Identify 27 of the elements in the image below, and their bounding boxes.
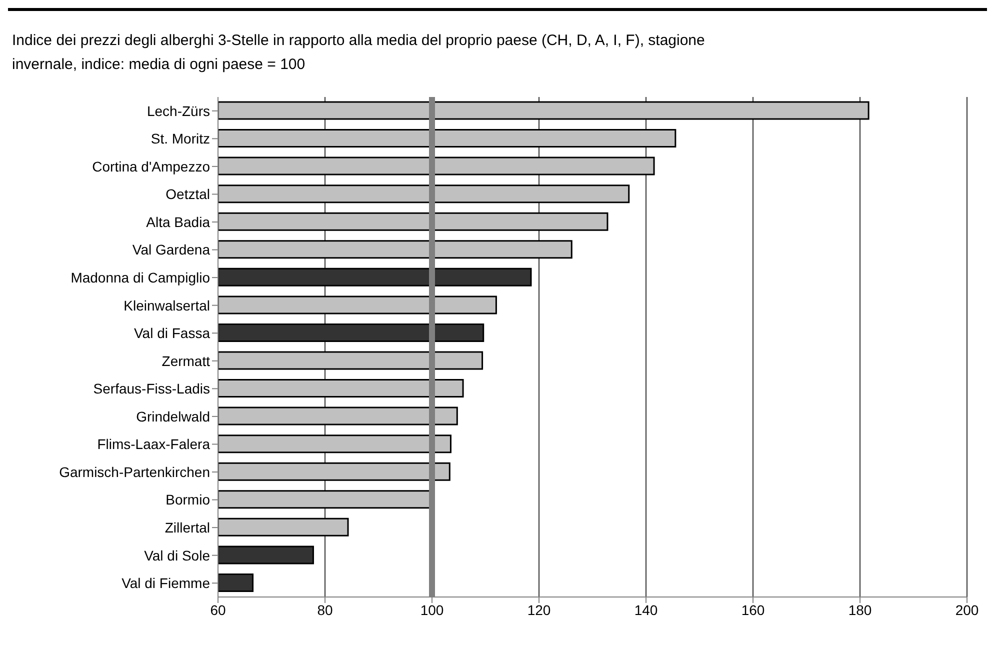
x-tick-label: 200	[955, 602, 979, 618]
y-tick-label: Garmisch-Partenkirchen	[59, 464, 210, 480]
y-tick-label: Val di Sole	[144, 547, 210, 564]
y-tick-label: St. Moritz	[150, 130, 210, 147]
y-tick-label: Zillertal	[164, 520, 210, 536]
x-tick-label: 60	[210, 602, 226, 618]
y-tick-label: Val di Fiemme	[122, 575, 210, 592]
y-tick-label: Zermatt	[162, 352, 210, 369]
x-tick-label: 80	[317, 602, 333, 618]
y-tick-label: Kleinwalsertal	[124, 297, 210, 314]
x-tick-label: 160	[741, 602, 765, 618]
x-tick-label: 180	[848, 602, 872, 618]
y-tick-label: Bormio	[166, 492, 210, 508]
x-tick-label: 140	[634, 602, 658, 618]
y-tick-label: Flims-Laax-Falera	[97, 436, 210, 452]
y-tick-label: Serfaus-Fiss-Ladis	[93, 380, 210, 397]
y-tick-label: Madonna di Campiglio	[70, 270, 210, 286]
y-tick-label: Alta Badia	[146, 214, 210, 230]
y-tick-label: Oetztal	[166, 186, 210, 202]
x-tick-label: 120	[527, 602, 551, 618]
y-tick-label: Cortina d'Ampezzo	[92, 158, 210, 174]
y-tick-label: Grindelwald	[136, 408, 210, 424]
y-tick-label: Lech-Zürs	[146, 102, 210, 119]
x-tick-label: 100	[420, 602, 444, 618]
y-tick-label: Val di Fassa	[134, 325, 210, 342]
chart-title: Indice dei prezzi degli alberghi 3-Stelle in rapporto alla media del proprio paese (CH, D, A, I, F), stagione invernale, indice: media di ogni paese = 100	[11, 31, 706, 75]
y-tick-label: Val Gardena	[132, 242, 210, 258]
